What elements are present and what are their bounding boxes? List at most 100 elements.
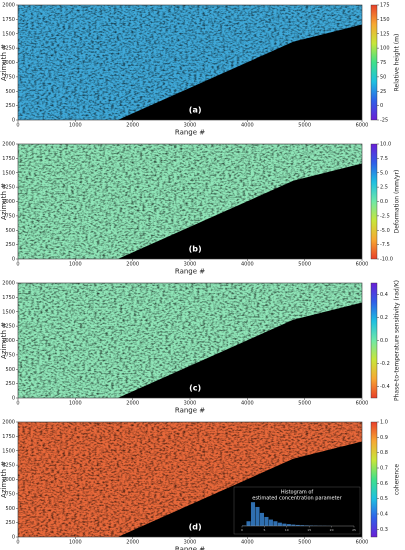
inset-x-tick-label: 0: [241, 528, 243, 532]
colorbar: [370, 4, 378, 121]
y-tick-label: 0: [12, 118, 15, 124]
y-tick-label: 1750: [2, 156, 15, 162]
colorbar-label: coherence: [394, 464, 401, 496]
no-data-region: [117, 163, 362, 259]
x-tick-label: 4000: [241, 123, 254, 129]
colorbar-tick-label: 0.7: [380, 466, 388, 472]
colorbar-label: Deformation (mm/yr): [394, 170, 401, 234]
x-tick-label: 1000: [69, 540, 82, 546]
panel-label: (a): [189, 106, 202, 115]
x-tick-label: 5000: [298, 401, 311, 407]
colorbar-tick-label: -5.0: [380, 228, 390, 234]
inset-x-tick-label: 25: [352, 528, 356, 532]
x-tick-label: 0: [16, 262, 19, 268]
y-tick-label: 1000: [2, 60, 15, 66]
inset-x-tick-label: 5: [263, 528, 265, 532]
y-axis-label: Azimuth #: [0, 183, 8, 220]
y-tick-label: 250: [5, 242, 15, 248]
y-tick-label: 2000: [2, 281, 15, 287]
histogram-bar: [273, 521, 278, 526]
colorbar-tick-label: 0.5: [380, 496, 388, 502]
y-tick-label: 500: [5, 506, 15, 512]
colorbar: [370, 143, 378, 260]
panel-label: (d): [189, 523, 202, 532]
colorbar: [370, 421, 378, 538]
histogram-bar: [304, 525, 309, 526]
y-tick-label: 1500: [2, 448, 15, 454]
y-tick-label: 0: [12, 535, 15, 541]
colorbar-tick-label: 0.4: [380, 292, 388, 298]
colorbar-label: Relative height (m): [394, 34, 401, 92]
y-tick-label: 500: [5, 89, 15, 95]
y-tick-label: 2000: [2, 420, 15, 426]
colorbar-tick-label: -2.5: [380, 213, 390, 219]
colorbar-tick-label: 125: [380, 31, 390, 37]
y-tick-label: 1500: [2, 309, 15, 315]
y-tick-label: 750: [5, 491, 15, 497]
colorbar-tick-label: -0.4: [380, 384, 390, 390]
x-tick-label: 3000: [184, 540, 197, 546]
inset-x-tick-label: 10: [285, 528, 289, 532]
x-tick-label: 6000: [356, 262, 369, 268]
colorbar-tick-label: 2.5: [380, 185, 388, 191]
y-tick-label: 1750: [2, 17, 15, 23]
x-tick-label: 4000: [241, 401, 254, 407]
histogram-bar: [277, 522, 282, 526]
x-tick-label: 4000: [241, 540, 254, 546]
y-tick-label: 500: [5, 367, 15, 373]
x-tick-label: 0: [16, 540, 19, 546]
histogram-bar: [250, 502, 256, 526]
colorbar-tick-label: 50: [380, 74, 386, 80]
histogram-bar: [255, 506, 260, 526]
colorbar-label: Phase-to-temperature sensitivity (rad/K): [394, 280, 401, 401]
y-tick-label: 1250: [2, 463, 15, 469]
colorbar-tick-label: 7.5: [380, 156, 388, 162]
x-tick-label: 2000: [126, 540, 139, 546]
no-data-region: [117, 302, 362, 398]
x-tick-label: 2000: [126, 123, 139, 129]
x-axis-label: Range #: [175, 129, 205, 137]
y-axis-label: Azimuth #: [0, 322, 8, 359]
y-tick-label: 750: [5, 213, 15, 219]
y-tick-label: 2000: [2, 142, 15, 148]
y-tick-label: 250: [5, 381, 15, 387]
x-axis-label: Range #: [175, 546, 205, 550]
x-tick-label: 6000: [356, 401, 369, 407]
y-tick-label: 0: [12, 396, 15, 402]
colorbar-tick-label: 0.0: [380, 199, 388, 205]
y-tick-label: 1500: [2, 31, 15, 37]
y-axis-label: Azimuth #: [0, 44, 8, 81]
no-data-region: [117, 24, 362, 120]
y-tick-label: 1750: [2, 295, 15, 301]
x-tick-label: 0: [16, 401, 19, 407]
y-tick-label: 250: [5, 520, 15, 526]
y-tick-label: 750: [5, 74, 15, 80]
colorbar-tick-label: 75: [380, 60, 386, 66]
colorbar-tick-label: 0.4: [380, 512, 388, 518]
y-tick-label: 1250: [2, 185, 15, 191]
colorbar-tick-label: 10.0: [380, 142, 391, 148]
y-tick-label: 2000: [2, 3, 15, 9]
x-tick-label: 1000: [69, 123, 82, 129]
histogram-bar: [246, 521, 251, 526]
histogram-bar: [259, 512, 264, 526]
histogram-bar: [264, 516, 269, 526]
colorbar-tick-label: -25: [380, 118, 388, 124]
x-tick-label: 4000: [241, 262, 254, 268]
histogram-bar: [268, 519, 273, 526]
panel-label: (c): [189, 384, 201, 393]
colorbar-tick-label: 175: [380, 3, 390, 9]
y-tick-label: 1750: [2, 434, 15, 440]
colorbar-tick-label: 0.0: [380, 338, 388, 344]
x-tick-label: 1000: [69, 401, 82, 407]
x-tick-label: 6000: [356, 540, 369, 546]
y-tick-label: 1000: [2, 477, 15, 483]
colorbar-tick-label: 100: [380, 46, 390, 52]
colorbar-tick-label: 0.8: [380, 450, 388, 456]
x-tick-label: 3000: [184, 262, 197, 268]
colorbar-tick-label: 1.0: [380, 420, 388, 426]
x-tick-label: 3000: [184, 401, 197, 407]
y-tick-label: 1000: [2, 199, 15, 205]
x-tick-label: 6000: [356, 123, 369, 129]
